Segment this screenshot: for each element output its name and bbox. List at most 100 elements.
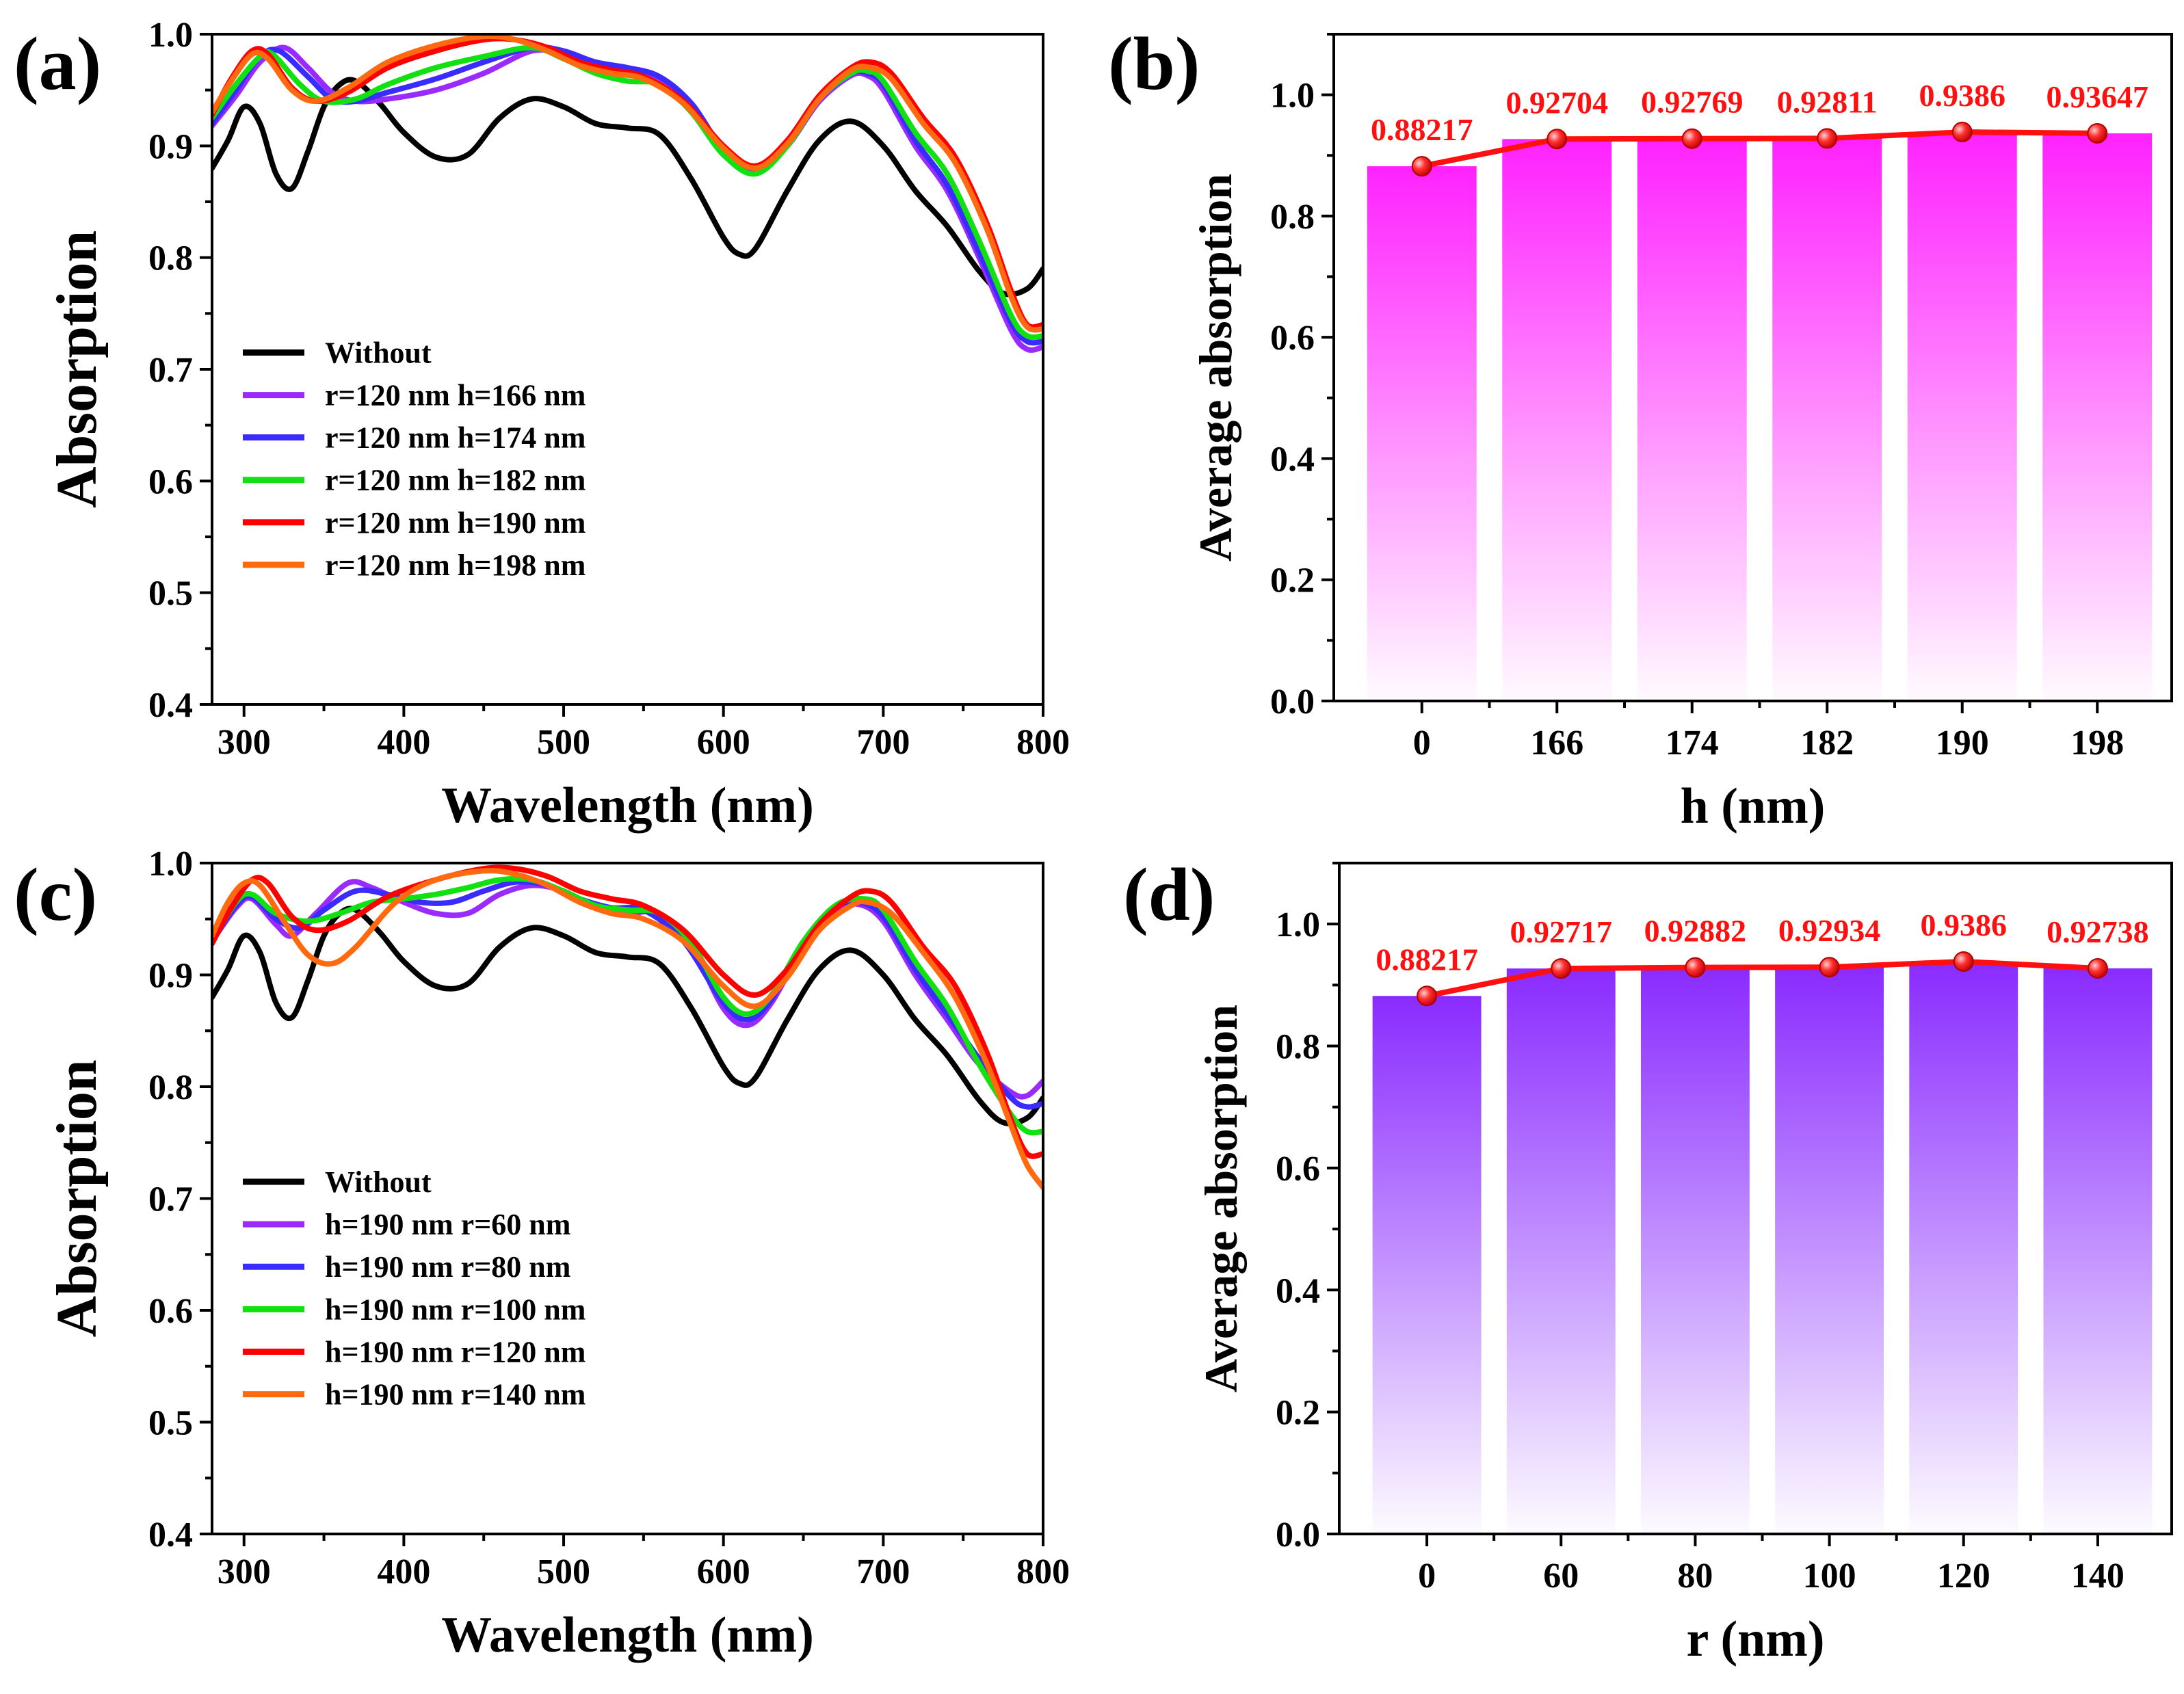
data-point xyxy=(1411,156,1432,177)
y-tick-label: 0.6 xyxy=(1270,319,1315,358)
y-tick-label: 1.0 xyxy=(1276,905,1320,944)
x-tick-label: 500 xyxy=(537,723,590,762)
x-tick-label: 600 xyxy=(697,1552,750,1591)
legend-label: h=190 nm r=120 nm xyxy=(325,1335,586,1368)
x-tick-label: 800 xyxy=(1016,1552,1070,1591)
y-tick-label: 1.0 xyxy=(148,845,193,884)
bar-120 xyxy=(1909,961,2018,1534)
data-label: 0.92717 xyxy=(1510,914,1613,949)
data-point xyxy=(2087,122,2108,144)
data-point xyxy=(1681,128,1702,149)
series-line-0 xyxy=(212,77,1043,297)
y-axis-label: Average absorption xyxy=(1189,174,1241,561)
y-tick-label: 0.6 xyxy=(148,462,193,501)
bar-0 xyxy=(1367,166,1477,701)
legend-label: h=190 nm r=140 nm xyxy=(325,1378,586,1412)
x-tick-label: 166 xyxy=(1530,724,1583,763)
panel-a: 300 400 500 600 700 800 0.4 0.5 0.6 0.7 0.8 0.9 1.0 W… xyxy=(14,16,1070,834)
bar-140 xyxy=(2043,968,2153,1534)
bar-166 xyxy=(1502,139,1612,702)
y-axis-label: Absorption xyxy=(45,1059,109,1337)
x-tick-label: 800 xyxy=(1016,723,1070,762)
y-tick-label: 0.2 xyxy=(1276,1394,1320,1433)
bar-60 xyxy=(1506,968,1616,1534)
y-axis-label: Absorption xyxy=(45,230,109,508)
y-tick-label: 0.6 xyxy=(148,1292,193,1331)
x-tick-label: 80 xyxy=(1677,1557,1713,1596)
x-tick-label: 0 xyxy=(1413,724,1431,763)
data-label: 0.92882 xyxy=(1644,914,1747,949)
y-tick-label: 0.4 xyxy=(148,1516,193,1554)
data-label: 0.9386 xyxy=(1921,908,2008,942)
y-tick-label: 0.5 xyxy=(148,574,193,613)
data-label: 0.93647 xyxy=(2047,79,2149,114)
bar-0 xyxy=(1372,996,1482,1534)
data-label: 0.92934 xyxy=(1778,913,1881,948)
data-point xyxy=(1547,129,1568,150)
y-axis-label: Average absorption xyxy=(1195,1005,1247,1392)
bar-182 xyxy=(1772,138,1882,701)
legend-label: r=120 nm h=190 nm xyxy=(325,506,586,540)
y-tick-label: 0.7 xyxy=(148,1180,193,1219)
x-axis-label: Wavelength (nm) xyxy=(441,1607,814,1663)
x-tick-label: 120 xyxy=(1937,1557,1990,1596)
panel-label: (b) xyxy=(1108,22,1200,105)
series-line-5 xyxy=(212,34,1043,333)
y-tick-label: 0.4 xyxy=(148,686,193,725)
panel-label: (c) xyxy=(14,853,97,936)
x-tick-label: 60 xyxy=(1543,1557,1579,1596)
x-tick-label: 300 xyxy=(218,723,271,762)
bar-100 xyxy=(1775,967,1884,1534)
y-tick-label: 0.5 xyxy=(148,1404,193,1443)
legend-label: h=190 nm r=60 nm xyxy=(325,1208,570,1241)
x-axis-label: h (nm) xyxy=(1681,778,1826,834)
panel-c: 300 400 500 600 700 800 0.4 0.5 0.6 0.7 0.8 0.9 1.0 W… xyxy=(14,845,1070,1663)
average-line xyxy=(1421,129,2098,169)
x-axis-label: Wavelength (nm) xyxy=(441,778,814,834)
data-point xyxy=(1685,957,1706,978)
bar-190 xyxy=(1907,132,2017,702)
x-tick-label: 700 xyxy=(856,723,910,762)
data-point xyxy=(1417,985,1438,1007)
data-label: 0.92738 xyxy=(2047,914,2149,949)
legend-label: h=190 nm r=100 nm xyxy=(325,1293,586,1326)
x-axis-label: r (nm) xyxy=(1686,1611,1824,1667)
average-line xyxy=(1426,958,2099,999)
y-tick-label: 0.0 xyxy=(1276,1516,1320,1554)
legend-label: r=120 nm h=166 nm xyxy=(325,379,586,412)
x-tick-label: 182 xyxy=(1800,724,1854,763)
bar-198 xyxy=(2042,133,2153,702)
series-line-5 xyxy=(212,868,1043,1191)
data-point xyxy=(1953,951,1974,972)
data-label: 0.92704 xyxy=(1506,85,1609,120)
x-tick-label: 400 xyxy=(377,723,430,762)
x-tick-label: 100 xyxy=(1803,1557,1856,1596)
data-point xyxy=(1551,958,1572,979)
y-tick-label: 1.0 xyxy=(148,16,193,55)
panel-label: (d) xyxy=(1123,853,1215,936)
data-point xyxy=(1817,128,1838,149)
y-tick-label: 0.2 xyxy=(1270,561,1315,600)
data-label: 0.92769 xyxy=(1641,85,1744,120)
legend-label: h=190 nm r=80 nm xyxy=(325,1250,570,1284)
data-label: 0.88217 xyxy=(1376,942,1478,977)
panel-d: 0.88217 0.92717 0.92882 0.92934 0.9386 0.9273… xyxy=(1123,853,2173,1667)
x-tick-label: 198 xyxy=(2070,724,2124,763)
x-tick-label: 140 xyxy=(2071,1557,2124,1596)
y-tick-label: 0.4 xyxy=(1276,1271,1320,1310)
series-line-4 xyxy=(212,864,1043,1159)
x-tick-label: 400 xyxy=(377,1552,430,1591)
y-tick-label: 0.8 xyxy=(1276,1028,1320,1067)
y-tick-label: 0.4 xyxy=(1270,440,1315,479)
series-group xyxy=(212,34,1043,353)
data-label: 0.88217 xyxy=(1371,112,1473,147)
y-tick-label: 0.8 xyxy=(148,1068,193,1107)
y-tick-label: 0.8 xyxy=(1270,198,1315,237)
y-tick-label: 0.9 xyxy=(148,957,193,996)
legend-label: Without xyxy=(325,1165,432,1199)
legend-label: r=120 nm h=198 nm xyxy=(325,548,586,582)
y-tick-label: 0.0 xyxy=(1270,683,1315,722)
data-label: 0.9386 xyxy=(1919,78,2006,113)
bar-80 xyxy=(1640,967,1750,1534)
